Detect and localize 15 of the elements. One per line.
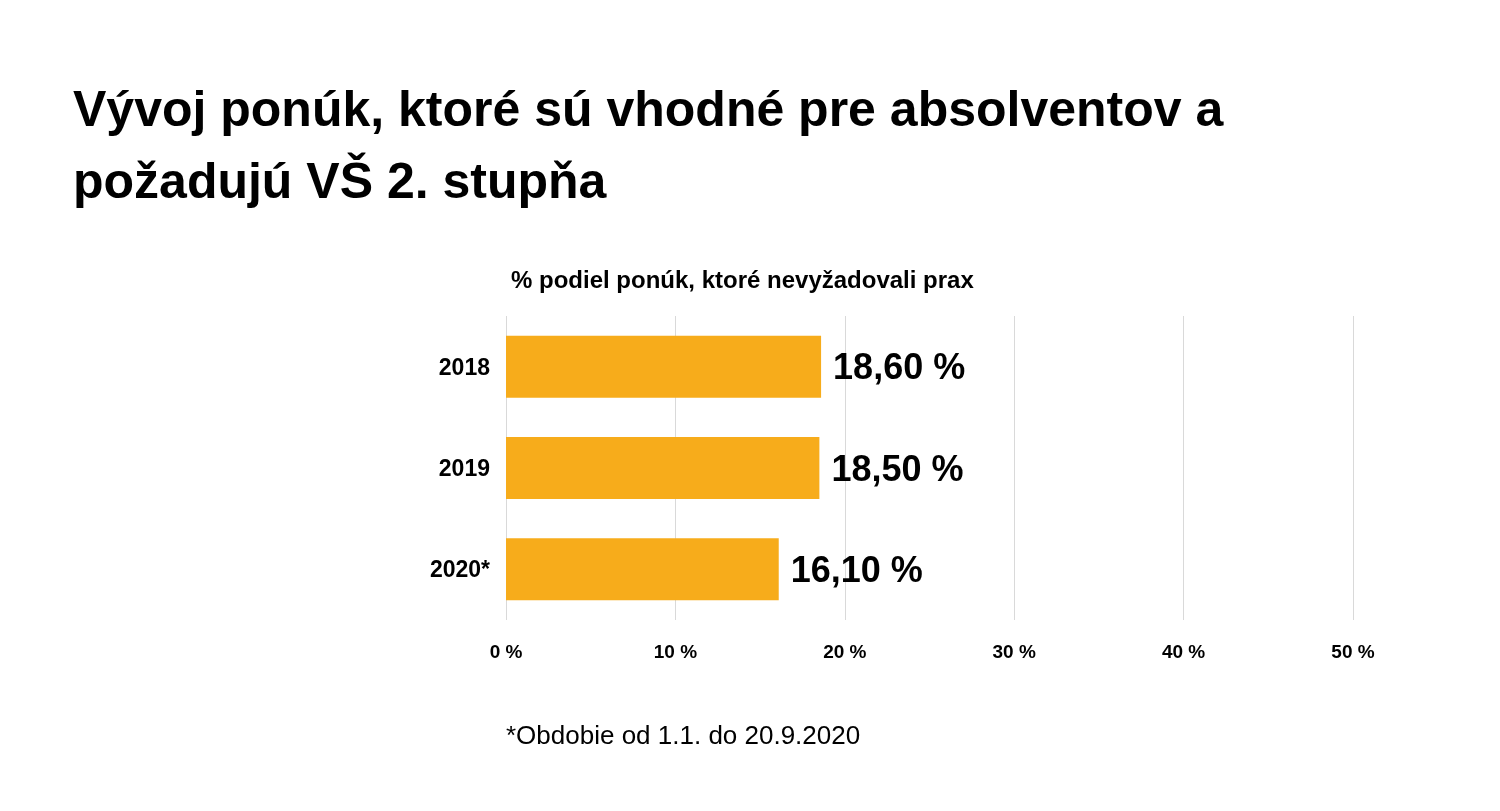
y-tick-label: 2019 xyxy=(438,455,490,481)
x-tick-label: 0 % xyxy=(489,641,523,662)
y-tick-label: 2020* xyxy=(429,556,491,583)
x-tick-label: 40 % xyxy=(1161,641,1206,662)
text: *Obdobie od 1.1. do 20.9.2020 xyxy=(506,720,861,750)
x-tick-label: 20 % xyxy=(823,641,867,662)
y-tick-label: 2018 xyxy=(438,353,491,380)
data-label: 16,10 % xyxy=(790,548,923,590)
data-label: 18,60 % xyxy=(833,346,966,388)
x-tick-label: 30 % xyxy=(992,641,1036,662)
data-label: 18,50 % xyxy=(831,447,964,489)
chart-subtitle: % podiel ponúk, ktoré nevyžadovali prax xyxy=(511,265,975,293)
x-tick-label: 10 % xyxy=(653,641,698,662)
chart-title: Vývoj ponúk, ktoré sú vhodné pre absolventov a požadujú VŠ 2. stupňa xyxy=(73,81,1238,209)
x-tick-label: 50 % xyxy=(1331,641,1375,662)
